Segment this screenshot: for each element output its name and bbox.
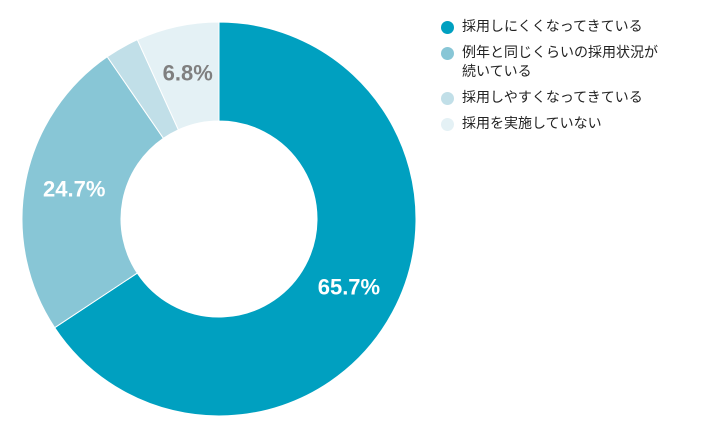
slice-label-1: 24.7%: [43, 177, 105, 202]
legend-swatch-2: [441, 92, 454, 105]
slice-1: [21, 56, 165, 329]
legend: 採用しにくくなってきている 例年と同じくらいの採用状況が続いている 採用しやすく…: [441, 18, 701, 141]
slice-label-3: 6.8%: [163, 61, 213, 86]
legend-item: 採用を実施していない: [441, 115, 701, 134]
donut-slices: [21, 21, 417, 417]
legend-swatch-0: [441, 21, 454, 34]
legend-label: 例年と同じくらいの採用状況が続いている: [462, 45, 658, 80]
legend-item: 採用しにくくなってきている: [441, 18, 701, 37]
legend-item: 例年と同じくらいの採用状況が続いている: [441, 44, 701, 82]
legend-label: 採用しやすくなってきている: [462, 90, 643, 106]
legend-label: 採用しにくくなってきている: [462, 19, 643, 35]
slice-labels: 65.7% 24.7% 6.8%: [43, 61, 380, 300]
legend-item: 採用しやすくなってきている: [441, 89, 701, 108]
legend-label: 採用を実施していない: [462, 116, 602, 132]
slice-0: [53, 21, 417, 417]
legend-swatch-3: [441, 118, 454, 131]
slice-3: [136, 21, 220, 131]
donut-chart: 65.7% 24.7% 6.8%: [21, 21, 417, 417]
slice-label-0: 65.7%: [318, 275, 380, 300]
legend-swatch-1: [441, 47, 454, 60]
